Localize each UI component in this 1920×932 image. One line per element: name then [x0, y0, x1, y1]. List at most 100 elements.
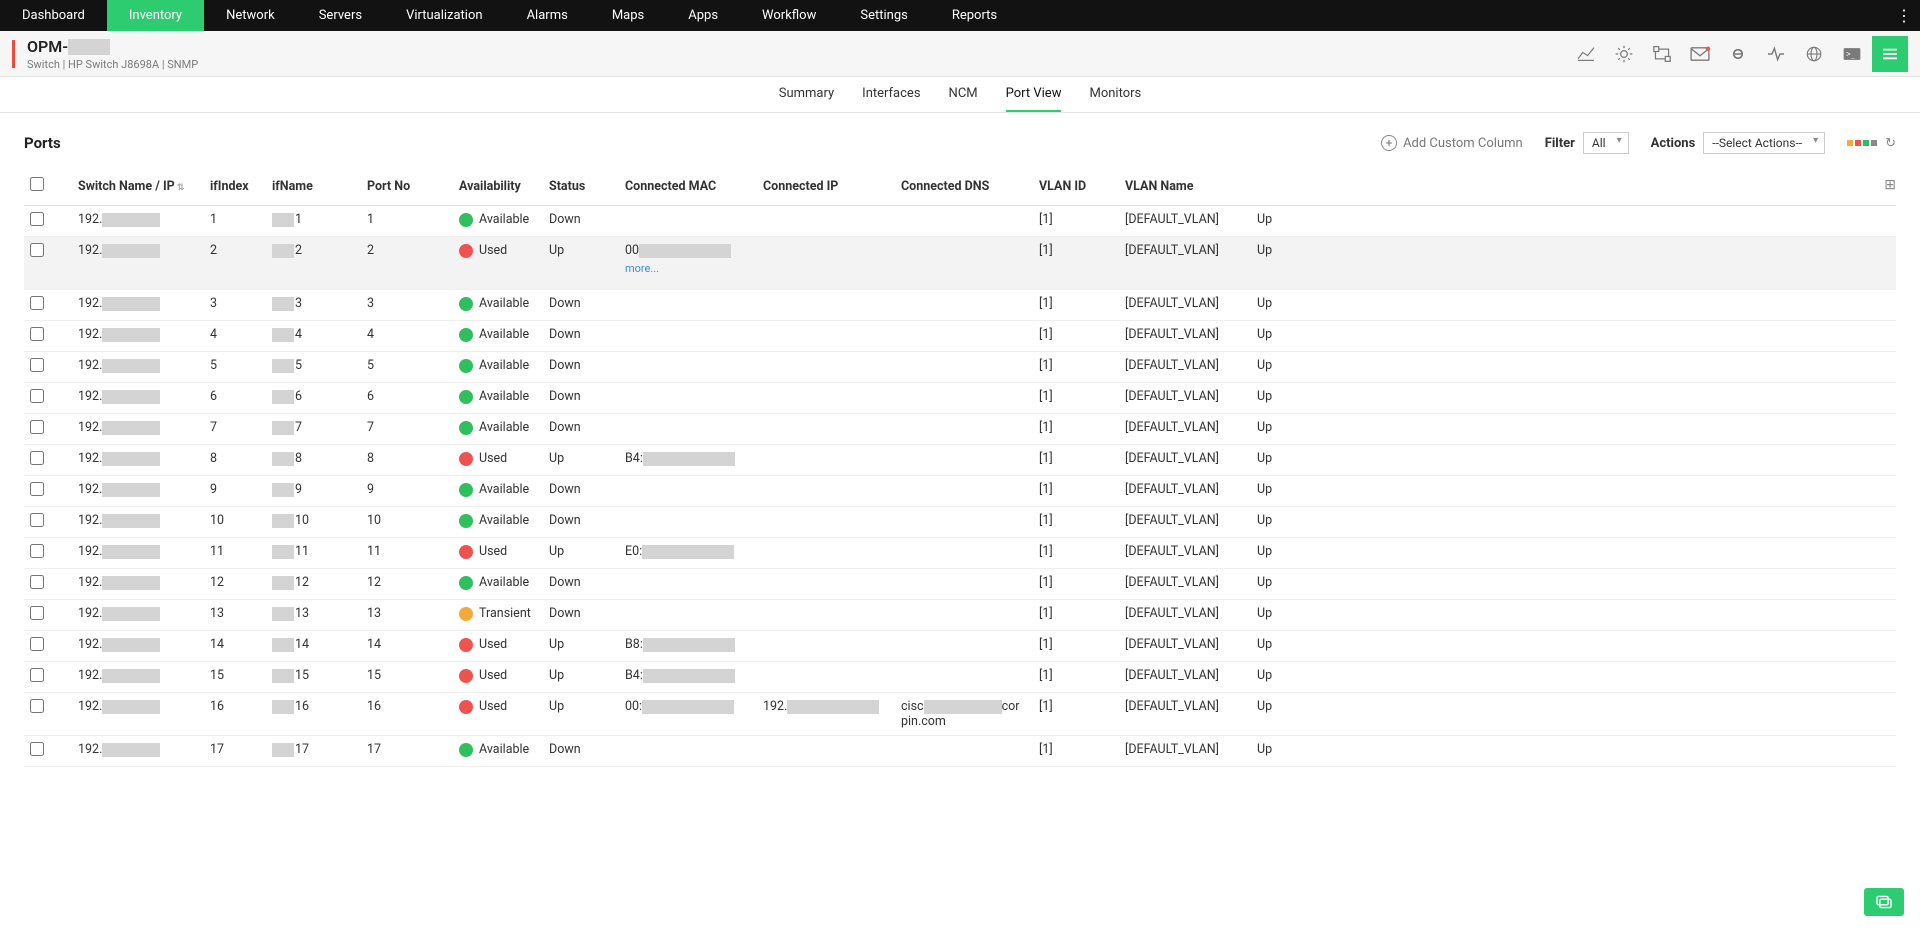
- row-checkbox[interactable]: [30, 327, 44, 341]
- nav-tab-settings[interactable]: Settings: [838, 0, 929, 31]
- row-checkbox[interactable]: [30, 243, 44, 257]
- row-checkbox[interactable]: [30, 389, 44, 403]
- cell-vlanid: [1]: [1033, 206, 1119, 237]
- row-checkbox[interactable]: [30, 606, 44, 620]
- add-custom-column-button[interactable]: + Add Custom Column: [1381, 135, 1523, 151]
- cell-ifindex: 13: [204, 600, 266, 631]
- cell-ip: [757, 206, 895, 237]
- cell-ip: [757, 290, 895, 321]
- cell-switch: 192.: [72, 321, 204, 352]
- row-checkbox[interactable]: [30, 482, 44, 496]
- chart-icon[interactable]: [1568, 36, 1604, 72]
- cell-dns: [895, 476, 1033, 507]
- cell-ifindex: 2: [204, 237, 266, 290]
- row-checkbox[interactable]: [30, 544, 44, 558]
- row-checkbox[interactable]: [30, 513, 44, 527]
- subtab-ncm[interactable]: NCM: [949, 77, 978, 112]
- cell-ip: [757, 237, 895, 290]
- cell-vlanid: [1]: [1033, 538, 1119, 569]
- chat-float-button[interactable]: [1864, 888, 1904, 916]
- row-checkbox[interactable]: [30, 637, 44, 651]
- hamburger-icon[interactable]: [1872, 36, 1908, 72]
- cell-dns: [895, 736, 1033, 767]
- sun-icon[interactable]: [1606, 36, 1642, 72]
- th-ifindex[interactable]: ifIndex: [204, 167, 266, 206]
- cell-dns: [895, 290, 1033, 321]
- cell-tail: Up: [1251, 321, 1896, 352]
- th-switch-name-ip[interactable]: Switch Name / IP: [72, 167, 204, 206]
- row-checkbox[interactable]: [30, 742, 44, 756]
- table-row: 192.888UsedUpB4:[1][DEFAULT_VLAN]Up: [24, 445, 1896, 476]
- th-availability[interactable]: Availability: [453, 167, 543, 206]
- cell-dns: [895, 445, 1033, 476]
- cell-availability: Available: [453, 383, 543, 414]
- row-checkbox[interactable]: [30, 668, 44, 682]
- actions-select[interactable]: --Select Actions--: [1703, 132, 1825, 154]
- nav-tab-workflow[interactable]: Workflow: [740, 0, 838, 31]
- th-vlan-id[interactable]: VLAN ID: [1033, 167, 1119, 206]
- row-checkbox[interactable]: [30, 451, 44, 465]
- subtab-monitors[interactable]: Monitors: [1089, 77, 1141, 112]
- cell-mac: [619, 321, 757, 352]
- activity-icon[interactable]: [1758, 36, 1794, 72]
- cell-availability: Available: [453, 569, 543, 600]
- nav-tab-alarms[interactable]: Alarms: [505, 0, 590, 31]
- row-checkbox[interactable]: [30, 575, 44, 589]
- th-connected-mac[interactable]: Connected MAC: [619, 167, 757, 206]
- cell-mac: [619, 206, 757, 237]
- nav-tab-maps[interactable]: Maps: [590, 0, 666, 31]
- row-checkbox[interactable]: [30, 358, 44, 372]
- row-checkbox[interactable]: [30, 699, 44, 713]
- more-menu-icon[interactable]: ⋮: [1888, 0, 1920, 31]
- th-port-no[interactable]: Port No: [361, 167, 453, 206]
- refresh-icon[interactable]: ↻: [1885, 136, 1896, 151]
- swap-icon[interactable]: [1644, 36, 1680, 72]
- th-connected-ip[interactable]: Connected IP: [757, 167, 895, 206]
- cell-status: Down: [543, 600, 619, 631]
- cell-mac: [619, 507, 757, 538]
- terminal-icon[interactable]: >_: [1834, 36, 1870, 72]
- column-picker-icon[interactable]: ⊞: [1884, 177, 1896, 193]
- cell-ifindex: 14: [204, 631, 266, 662]
- row-checkbox[interactable]: [30, 420, 44, 434]
- mail-icon[interactable]: [1682, 36, 1718, 72]
- nav-tab-inventory[interactable]: Inventory: [107, 0, 204, 31]
- cell-vlanname: [DEFAULT_VLAN]: [1119, 321, 1251, 352]
- nav-tab-virtualization[interactable]: Virtualization: [384, 0, 505, 31]
- cell-tail: Up: [1251, 693, 1896, 736]
- nav-tab-network[interactable]: Network: [204, 0, 297, 31]
- subtab-port-view[interactable]: Port View: [1006, 77, 1062, 112]
- cell-ifindex: 11: [204, 538, 266, 569]
- availability-dot-icon: [459, 421, 473, 435]
- cell-mac: [619, 736, 757, 767]
- cell-ifindex: 12: [204, 569, 266, 600]
- more-link[interactable]: more...: [625, 262, 751, 275]
- cell-ifname: 15: [266, 662, 361, 693]
- nav-tab-apps[interactable]: Apps: [666, 0, 740, 31]
- cell-tail: Up: [1251, 600, 1896, 631]
- cell-dns: [895, 631, 1033, 662]
- row-checkbox[interactable]: [30, 212, 44, 226]
- cell-portno: 15: [361, 662, 453, 693]
- subtab-interfaces[interactable]: Interfaces: [862, 77, 920, 112]
- cell-portno: 3: [361, 290, 453, 321]
- th-ifname[interactable]: ifName: [266, 167, 361, 206]
- nav-tab-dashboard[interactable]: Dashboard: [0, 0, 107, 31]
- link-icon[interactable]: [1720, 36, 1756, 72]
- select-all-checkbox[interactable]: [30, 177, 44, 191]
- th-status[interactable]: Status: [543, 167, 619, 206]
- cell-tail: Up: [1251, 538, 1896, 569]
- filter-select[interactable]: All: [1583, 132, 1629, 154]
- view-grid-icon[interactable]: [1847, 140, 1877, 146]
- svg-text:>_: >_: [1846, 49, 1856, 58]
- th-connected-dns[interactable]: Connected DNS: [895, 167, 1033, 206]
- cell-ifname: 2: [266, 237, 361, 290]
- row-checkbox[interactable]: [30, 296, 44, 310]
- nav-tab-reports[interactable]: Reports: [930, 0, 1019, 31]
- th-vlan-name[interactable]: VLAN Name: [1119, 167, 1251, 206]
- top-nav: DashboardInventoryNetworkServersVirtuali…: [0, 0, 1920, 31]
- globe-icon[interactable]: [1796, 36, 1832, 72]
- subtab-summary[interactable]: Summary: [779, 77, 834, 112]
- nav-tab-servers[interactable]: Servers: [297, 0, 384, 31]
- availability-dot-icon: [459, 483, 473, 497]
